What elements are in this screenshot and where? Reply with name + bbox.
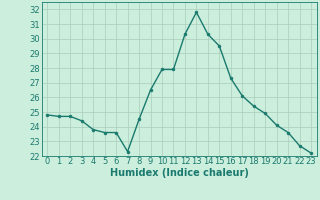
X-axis label: Humidex (Indice chaleur): Humidex (Indice chaleur)	[110, 168, 249, 178]
